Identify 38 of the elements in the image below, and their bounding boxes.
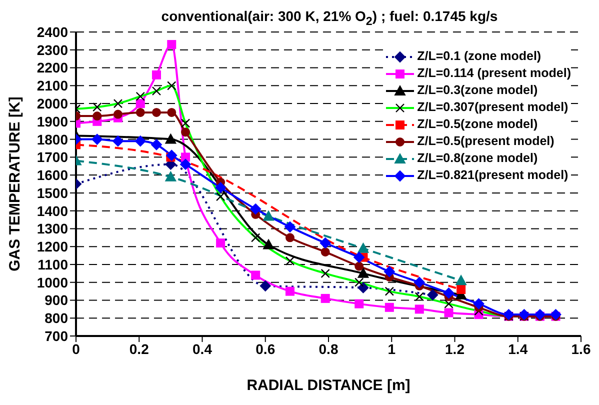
y-tick-label: 1500 <box>36 184 68 201</box>
x-tick-label: 0 <box>72 340 80 357</box>
y-tick-label: 1300 <box>36 220 68 237</box>
legend-label: Z/L=0.5(present model) <box>417 133 554 150</box>
legend-label: Z/L=0.1 (zone model) <box>417 48 542 65</box>
legend-label: Z/L=0.821(present model) <box>417 167 568 184</box>
x-tick-label: 1 <box>388 340 396 357</box>
y-tick-label: 1700 <box>36 149 68 166</box>
y-tick-label: 2400 <box>36 24 68 40</box>
x-tick-label: 0.8 <box>318 340 338 357</box>
y-axis-title: GAS TEMPERATURE [K] <box>6 96 24 272</box>
y-tick-label: 1400 <box>36 202 68 219</box>
x-tick-label: 1.6 <box>571 340 591 357</box>
y-tick-label: 2200 <box>36 60 68 76</box>
y-tick-label: 2100 <box>36 78 68 94</box>
y-tick-label: 1600 <box>36 167 68 184</box>
y-tick-label: 1000 <box>36 274 68 290</box>
y-tick-label: 700 <box>44 328 68 344</box>
y-tick-label: 2300 <box>36 42 68 58</box>
y-tick-label: 1200 <box>36 238 68 255</box>
y-tick-label: 900 <box>44 292 68 308</box>
y-tick-label: 2000 <box>36 96 68 112</box>
y-tick-label: 1900 <box>36 113 68 130</box>
legend-label: Z/L=0.114 (present model) <box>417 65 571 82</box>
legend-label: Z/L=0.307(present model) <box>417 99 568 116</box>
legend-label: Z/L=0.5(zone model) <box>417 116 538 133</box>
x-tick-label: 0.4 <box>192 340 212 357</box>
x-tick-label: 1.2 <box>445 340 465 357</box>
x-tick-label: 0.6 <box>256 340 276 357</box>
y-tick-label: 1800 <box>36 131 68 148</box>
chart-title: conventional(air: 300 K, 21% O$_{2}$) ; fuel: 0.1745 kg/s <box>161 8 498 28</box>
y-tick-label: 800 <box>44 310 68 326</box>
y-tick-label: 1100 <box>38 256 68 272</box>
legend-label: Z/L=0.3(zone model) <box>417 82 538 99</box>
x-tick-label: 1.4 <box>508 340 528 357</box>
x-axis-title: RADIAL DISTANCE [m] <box>246 377 410 394</box>
x-tick-label: 0.2 <box>129 340 150 357</box>
legend-label: Z/L=0.8(zone model) <box>417 150 538 167</box>
